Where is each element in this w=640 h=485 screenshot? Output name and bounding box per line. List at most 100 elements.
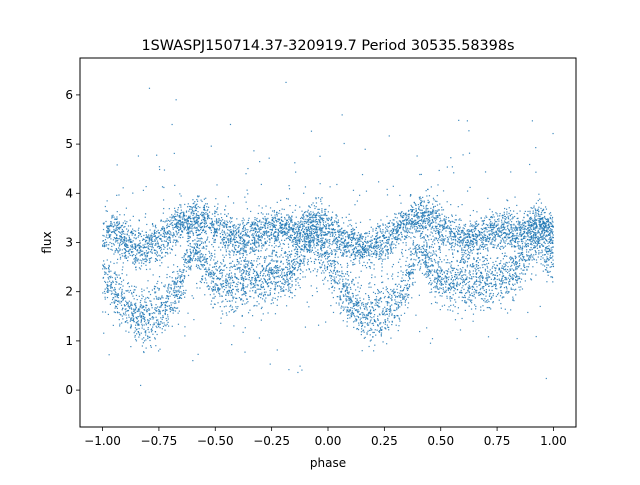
data-point: [212, 246, 215, 248]
data-point: [230, 265, 232, 268]
data-point: [259, 293, 261, 295]
data-point: [484, 239, 487, 241]
data-point: [474, 270, 477, 272]
data-point: [459, 240, 461, 243]
data-point: [353, 228, 356, 231]
data-point: [312, 219, 314, 221]
data-point: [326, 227, 328, 230]
data-point: [368, 345, 370, 348]
data-point: [402, 229, 404, 231]
data-point: [417, 264, 419, 266]
data-point: [364, 251, 366, 253]
data-point: [537, 199, 539, 202]
data-point: [231, 344, 233, 346]
data-point: [479, 271, 482, 273]
data-point: [235, 244, 237, 247]
data-point: [379, 328, 382, 330]
data-point: [271, 252, 273, 254]
data-point: [143, 337, 145, 339]
data-point: [259, 239, 261, 241]
data-point: [528, 257, 530, 259]
data-point: [271, 299, 273, 301]
data-point: [122, 297, 124, 299]
data-point: [327, 252, 329, 254]
data-point: [548, 213, 551, 215]
data-point: [539, 228, 541, 231]
data-point: [221, 274, 224, 276]
data-point: [342, 280, 344, 282]
data-point: [241, 303, 244, 305]
data-point: [125, 300, 127, 302]
data-point: [386, 290, 389, 293]
data-point: [171, 221, 173, 224]
data-point: [427, 221, 429, 224]
data-point: [538, 227, 540, 229]
data-point: [355, 242, 357, 244]
data-point: [308, 205, 310, 208]
data-point: [366, 249, 368, 251]
data-point: [490, 242, 492, 244]
data-point: [336, 236, 338, 239]
data-point: [275, 220, 278, 222]
data-point: [492, 274, 494, 276]
data-point: [157, 323, 160, 325]
data-point: [510, 242, 512, 244]
data-point: [209, 271, 211, 273]
data-point: [224, 223, 226, 225]
data-point: [508, 233, 510, 235]
data-point: [418, 207, 420, 209]
data-point: [114, 294, 116, 296]
data-point: [395, 324, 397, 326]
data-point: [200, 242, 203, 244]
data-point: [184, 259, 186, 261]
data-point: [304, 276, 306, 278]
data-point: [474, 229, 476, 231]
data-point: [416, 244, 419, 246]
data-point: [324, 254, 327, 257]
data-point: [173, 223, 176, 225]
data-point: [406, 289, 409, 291]
data-point: [457, 307, 459, 309]
data-point: [161, 282, 163, 284]
data-point: [240, 249, 242, 251]
data-point: [236, 241, 239, 243]
data-point: [246, 234, 248, 236]
data-point: [262, 294, 265, 296]
data-point: [475, 264, 477, 266]
data-point: [108, 278, 110, 280]
data-point: [359, 237, 361, 239]
data-point: [158, 313, 160, 315]
data-point: [241, 276, 243, 278]
data-point: [376, 318, 379, 320]
data-point: [243, 251, 245, 253]
data-point: [145, 301, 147, 304]
data-point: [203, 268, 206, 270]
data-point: [184, 292, 186, 294]
data-point: [419, 266, 422, 268]
data-point: [506, 238, 508, 240]
data-point: [516, 237, 518, 240]
data-point: [287, 278, 289, 280]
data-point: [537, 208, 539, 210]
data-point: [311, 227, 313, 230]
data-point: [515, 263, 518, 266]
data-point: [230, 277, 232, 280]
data-point: [539, 234, 541, 236]
data-point: [370, 329, 372, 331]
data-point: [339, 291, 342, 293]
data-point: [140, 332, 142, 334]
data-point: [428, 281, 431, 284]
data-point: [487, 247, 489, 249]
data-point: [470, 225, 473, 227]
data-point: [308, 229, 310, 231]
data-point: [291, 228, 293, 230]
data-point: [265, 221, 267, 223]
data-point: [306, 262, 309, 264]
data-point: [218, 287, 220, 289]
data-point: [248, 217, 250, 219]
data-point: [270, 229, 272, 231]
data-point: [224, 232, 226, 234]
data-point: [508, 212, 510, 215]
data-point: [157, 236, 159, 238]
data-point: [241, 243, 243, 245]
